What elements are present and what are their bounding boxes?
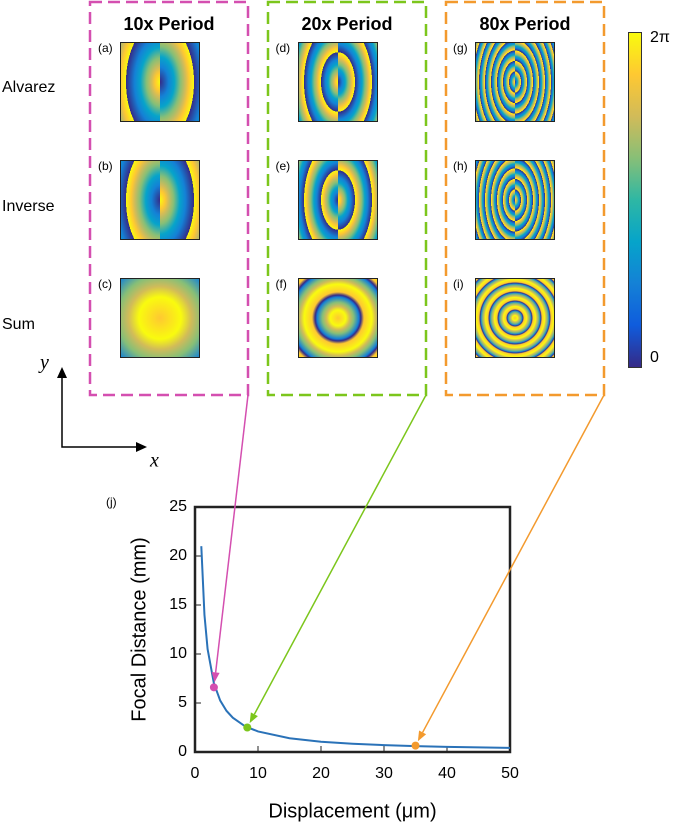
row-label: Inverse [2, 198, 55, 215]
y-tick-label: 5 [178, 694, 187, 711]
y-tick-label: 0 [178, 743, 187, 760]
x-axis-label: Displacement (μm) [268, 800, 436, 822]
arrowhead [211, 671, 220, 683]
column-box [266, 0, 428, 397]
column-box [88, 0, 250, 397]
phase-image [297, 42, 378, 122]
highlight-point [411, 741, 420, 750]
panel-label: (c) [98, 277, 112, 291]
panel-label: (f) [276, 277, 287, 291]
arrowhead [57, 367, 147, 452]
column-title: 10x Period [123, 14, 214, 34]
phase-image [120, 160, 200, 240]
pointer-arrow [214, 394, 249, 673]
pointer-arrow [421, 394, 605, 733]
y-tick-label: 25 [169, 498, 187, 515]
x-tick-label: 20 [312, 765, 330, 782]
phase-image [297, 278, 378, 358]
y-tick-label: 20 [169, 547, 187, 564]
panel-label: (e) [276, 159, 291, 173]
plot-frame [193, 505, 512, 754]
panel-label: (i) [453, 277, 464, 291]
phase-image [120, 278, 200, 358]
y-tick-label: 15 [169, 596, 187, 613]
x-tick-label: 0 [191, 765, 200, 782]
arrowhead [249, 712, 258, 724]
x-tick-label: 50 [501, 765, 519, 782]
row-label: Sum [2, 316, 35, 333]
axis-sketch-label: y [38, 352, 49, 374]
phase-image [475, 278, 555, 358]
column-title: 20x Period [301, 14, 392, 34]
phase-image [297, 160, 378, 240]
column-title: 80x Period [479, 14, 570, 34]
pointer-arrow [253, 394, 427, 715]
arrowhead [417, 730, 427, 742]
colorbar-label: 0 [650, 349, 659, 366]
panel-label: (d) [276, 41, 291, 55]
panel-label: (a) [98, 41, 113, 55]
row-label: Alvarez [2, 79, 55, 96]
phase-image [475, 160, 555, 240]
colorbar [628, 32, 642, 368]
y-tick-label: 10 [169, 645, 187, 662]
highlight-point [243, 723, 252, 732]
column-box [444, 0, 606, 397]
panel-label: (g) [453, 41, 468, 55]
y-axis-label: Focal Distance (mm) [128, 537, 150, 721]
phase-image [475, 42, 555, 122]
panel-label: (b) [98, 159, 113, 173]
colorbar-label: 2π [650, 29, 670, 46]
x-tick-label: 30 [375, 765, 393, 782]
phase-image [120, 42, 200, 122]
x-tick-label: 40 [438, 765, 456, 782]
highlight-point [209, 683, 218, 692]
x-tick-label: 10 [249, 765, 267, 782]
axis-sketch [61, 372, 142, 448]
axis-sketch-label: x [149, 450, 159, 472]
panel-label: (j) [106, 495, 117, 509]
panel-label: (h) [453, 159, 468, 173]
data-line [200, 546, 511, 749]
